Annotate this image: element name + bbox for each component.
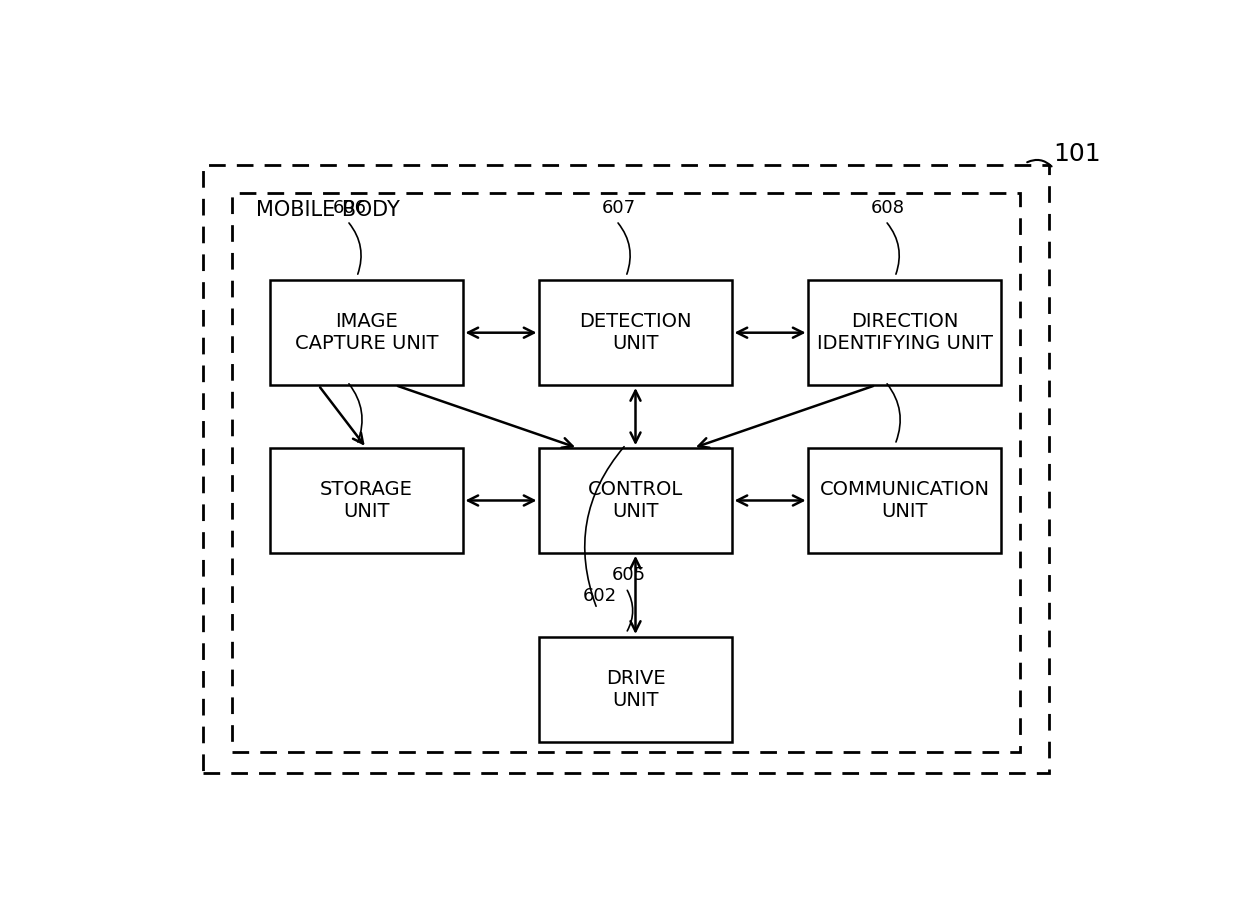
Bar [539, 281, 732, 385]
Bar [270, 281, 463, 385]
Bar [203, 165, 1049, 774]
Text: 603: 603 [332, 360, 367, 378]
Text: COMMUNICATION
UNIT: COMMUNICATION UNIT [820, 480, 990, 521]
Text: 602: 602 [583, 587, 616, 606]
Bar [808, 448, 1001, 553]
Bar [270, 448, 463, 553]
Text: 605: 605 [611, 567, 646, 585]
Text: IMAGE
CAPTURE UNIT: IMAGE CAPTURE UNIT [295, 312, 438, 353]
Text: DRIVE
UNIT: DRIVE UNIT [605, 669, 666, 710]
Bar [539, 637, 732, 742]
Bar [232, 192, 1019, 752]
Text: 606: 606 [332, 200, 367, 217]
Text: 608: 608 [870, 200, 905, 217]
Bar [539, 448, 732, 553]
Text: DETECTION
UNIT: DETECTION UNIT [579, 312, 692, 353]
Text: 601: 601 [870, 360, 905, 378]
Bar [808, 281, 1001, 385]
Text: DIRECTION
IDENTIFYING UNIT: DIRECTION IDENTIFYING UNIT [817, 312, 992, 353]
Text: 101: 101 [1054, 143, 1101, 166]
Text: CONTROL
UNIT: CONTROL UNIT [588, 480, 683, 521]
Text: 607: 607 [601, 200, 636, 217]
Text: STORAGE
UNIT: STORAGE UNIT [320, 480, 413, 521]
Text: MOBILE BODY: MOBILE BODY [255, 201, 399, 221]
